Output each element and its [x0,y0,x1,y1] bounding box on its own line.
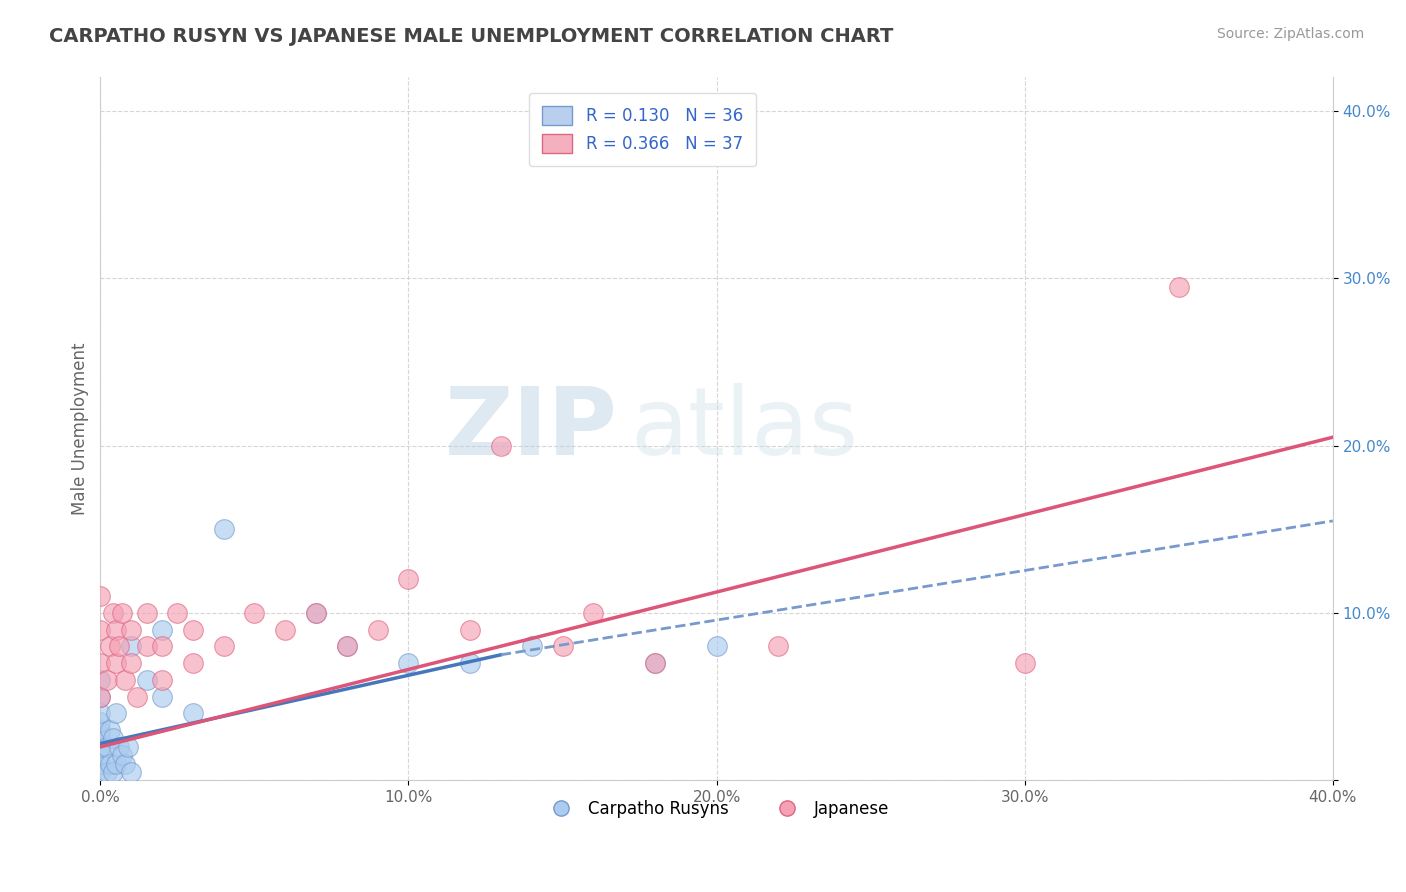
Point [127,690,149,704]
Point [582,606,605,620]
Point [89,623,111,637]
Point [96,764,118,779]
Point [181,706,204,721]
Point [212,522,235,536]
Point [551,640,574,654]
Point [114,673,136,687]
Point [398,573,420,587]
Point [135,606,157,620]
Point [120,623,142,637]
Text: atlas: atlas [630,383,859,475]
Point [111,606,134,620]
Point [98,640,121,654]
Point [101,606,124,620]
Point [89,656,111,670]
Point [89,764,111,779]
Point [98,756,121,771]
Point [458,656,481,670]
Point [111,748,134,763]
Point [135,640,157,654]
Point [243,606,266,620]
Point [274,623,297,637]
Point [89,756,111,771]
Point [98,723,121,737]
Point [489,439,512,453]
Point [89,690,111,704]
Point [181,623,204,637]
Point [706,640,728,654]
Point [120,656,142,670]
Point [96,673,118,687]
Point [101,764,124,779]
Point [150,690,173,704]
Point [104,756,127,771]
Point [114,756,136,771]
Point [367,623,389,637]
Point [166,606,188,620]
Point [104,623,127,637]
Point [336,640,359,654]
Point [1167,279,1189,293]
Point [89,589,111,603]
Point [89,706,111,721]
Point [212,640,235,654]
Point [108,739,131,754]
Legend: Carpatho Rusyns, Japanese: Carpatho Rusyns, Japanese [537,793,896,825]
Point [150,623,173,637]
Point [135,673,157,687]
Point [89,739,111,754]
Point [117,739,139,754]
Point [458,623,481,637]
Point [101,731,124,746]
Point [520,640,543,654]
Point [181,656,204,670]
Point [104,706,127,721]
Point [89,731,111,746]
Point [120,764,142,779]
Point [89,723,111,737]
Point [89,714,111,729]
Point [766,640,789,654]
Point [89,690,111,704]
Text: CARPATHO RUSYN VS JAPANESE MALE UNEMPLOYMENT CORRELATION CHART: CARPATHO RUSYN VS JAPANESE MALE UNEMPLOY… [49,27,894,45]
Text: Source: ZipAtlas.com: Source: ZipAtlas.com [1216,27,1364,41]
Point [644,656,666,670]
Point [96,739,118,754]
Point [150,673,173,687]
Point [1014,656,1036,670]
Point [104,656,127,670]
Point [89,748,111,763]
Point [89,673,111,687]
Point [644,656,666,670]
Y-axis label: Male Unemployment: Male Unemployment [72,343,89,515]
Point [336,640,359,654]
Point [150,640,173,654]
Point [305,606,328,620]
Point [398,656,420,670]
Point [108,640,131,654]
Point [120,640,142,654]
Text: ZIP: ZIP [446,383,619,475]
Point [305,606,328,620]
